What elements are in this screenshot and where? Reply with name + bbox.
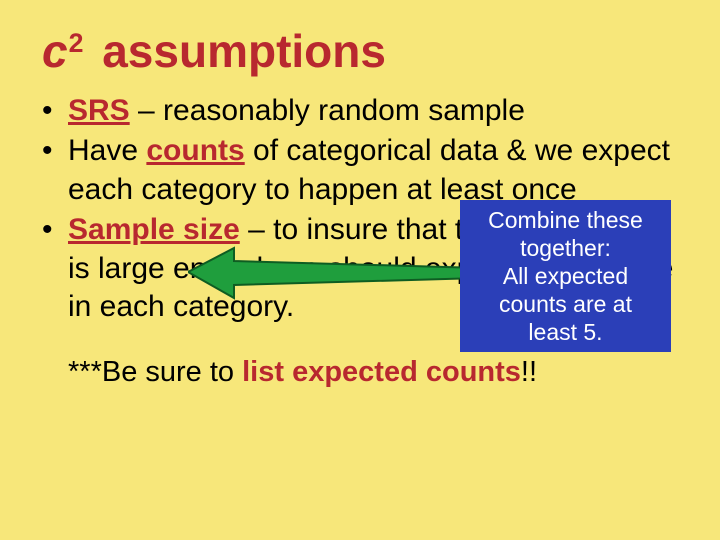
- chi-symbol: c: [42, 25, 68, 77]
- bullet-emph: SRS: [68, 94, 130, 127]
- bullet-emph: counts: [146, 134, 244, 167]
- callout-line: together:: [468, 234, 663, 262]
- footnote-emph: list expected counts: [242, 356, 521, 388]
- callout-line: counts are at: [468, 290, 663, 318]
- callout-line: Combine these: [468, 206, 663, 234]
- chi-exponent: 2: [69, 28, 84, 58]
- bullet-item: Have counts of categorical data & we exp…: [68, 132, 678, 209]
- bullet-emph: Sample size: [68, 213, 240, 246]
- callout-line: least 5.: [468, 318, 663, 346]
- footnote: ***Be sure to list expected counts!!: [42, 356, 678, 389]
- slide-title: c2 assumptions: [42, 28, 678, 74]
- bullet-item: SRS – reasonably random sample: [68, 92, 678, 130]
- bullet-post: – reasonably random sample: [130, 94, 525, 127]
- title-rest: assumptions: [89, 25, 386, 77]
- callout-box: Combine these together: All expected cou…: [460, 200, 671, 352]
- bullet-pre: Have: [68, 134, 146, 167]
- slide: c2 assumptions SRS – reasonably random s…: [0, 0, 720, 540]
- callout-line: All expected: [468, 262, 663, 290]
- footnote-post: !!: [521, 356, 537, 388]
- footnote-pre: ***Be sure to: [68, 356, 242, 388]
